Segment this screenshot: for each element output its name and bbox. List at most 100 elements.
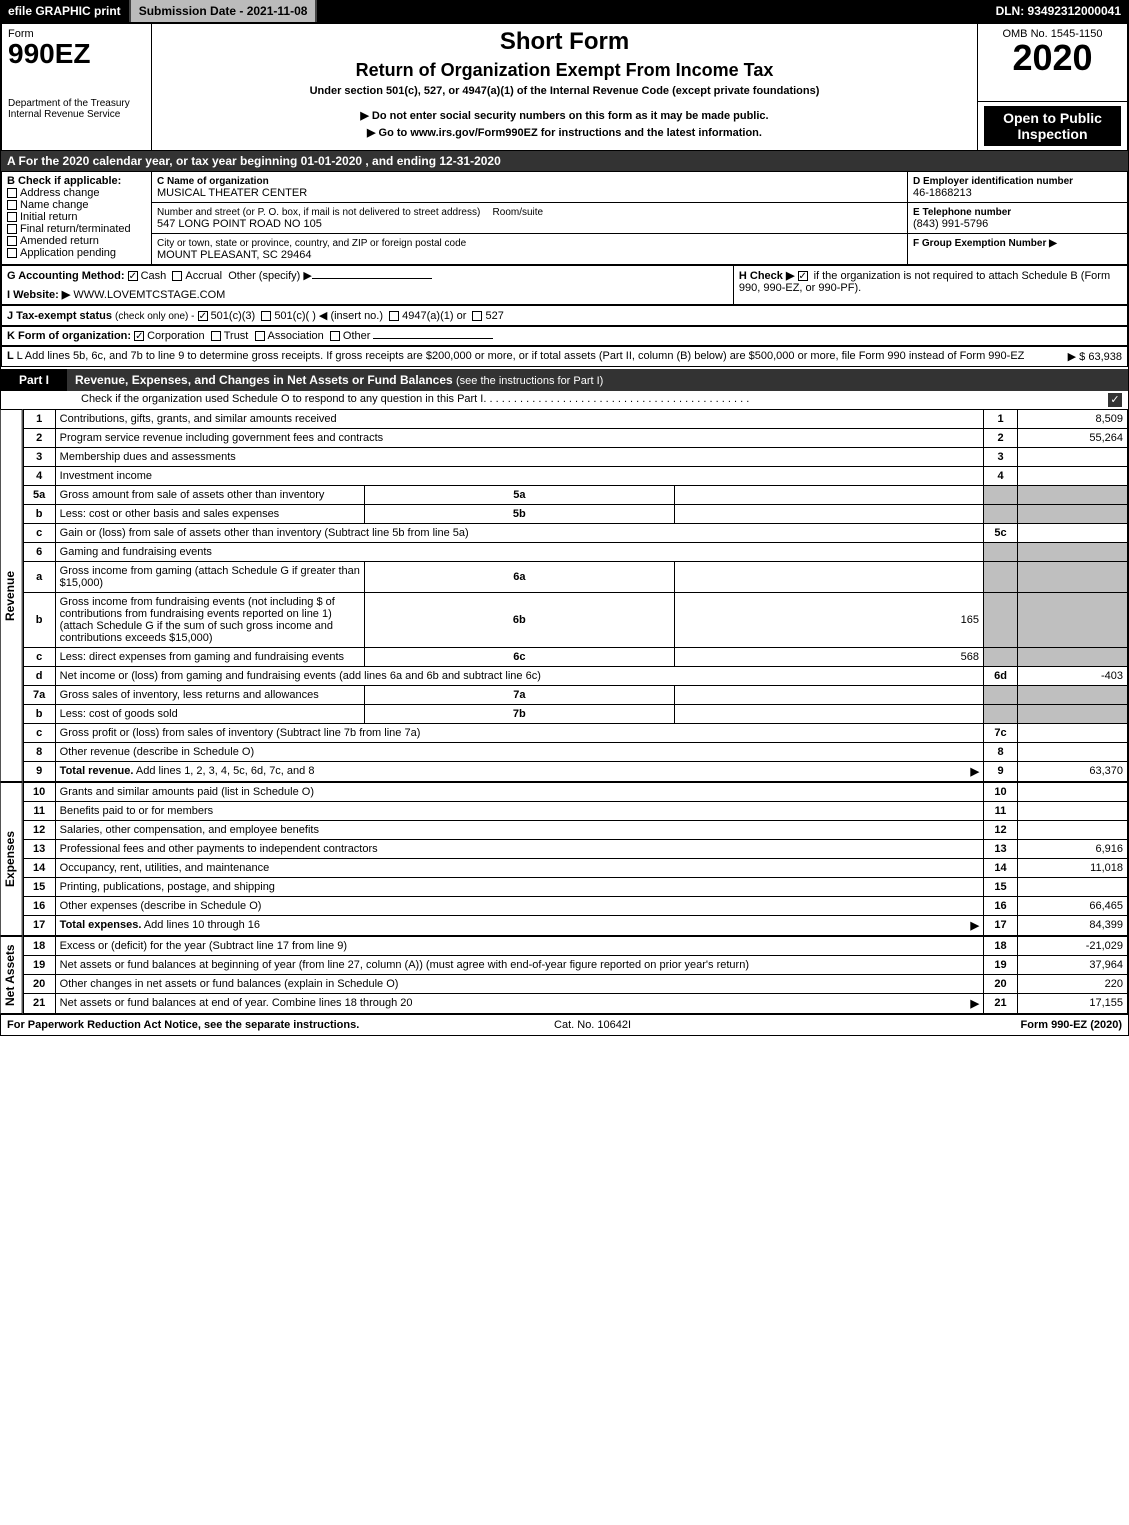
line-desc: Benefits paid to or for members [55,801,983,820]
line-number: 6 [23,542,55,561]
box-d-label: D Employer identification number [913,176,1073,187]
chk-schedule-o[interactable]: ✓ [1108,393,1122,407]
line-row: 2Program service revenue including gover… [23,428,1127,447]
line-desc: Gross income from gaming (attach Schedul… [55,561,364,592]
line-i-label: I Website: ▶ [7,289,70,301]
chk-final-return-terminated[interactable] [7,224,17,234]
line-desc: Total expenses. Add lines 10 through 16 … [55,915,983,935]
mid-value [674,561,983,592]
opt-corp: Corporation [147,330,204,342]
line-number: b [23,592,55,647]
chk-527[interactable] [472,311,482,321]
city-label: City or town, state or province, country… [157,238,466,249]
chk-cash[interactable] [128,271,138,281]
rnum-shade [984,561,1018,592]
mid-label: 5b [365,504,674,523]
right-line-number: 20 [984,974,1018,993]
line-row: bLess: cost or other basis and sales exp… [23,504,1127,523]
amt-shade [1018,592,1128,647]
amount [1018,782,1128,801]
right-line-number: 7c [984,723,1018,742]
right-line-number: 3 [984,447,1018,466]
chk-initial-return[interactable] [7,212,17,222]
line-l-text: L Add lines 5b, 6c, and 7b to line 9 to … [17,350,1025,362]
mid-label: 7b [365,704,674,723]
line-desc: Gross amount from sale of assets other t… [55,485,364,504]
right-line-number: 17 [984,915,1018,935]
chk-trust[interactable] [211,331,221,341]
mid-label: 6b [365,592,674,647]
amt-shade [1018,647,1128,666]
chk-4947[interactable] [389,311,399,321]
chk-corp[interactable] [134,331,144,341]
right-line-number: 1 [984,409,1018,428]
chk-name-change[interactable] [7,200,17,210]
goto-link[interactable]: Go to www.irs.gov/Form990EZ for instruct… [158,126,971,139]
line-number: 7a [23,685,55,704]
amt-shade [1018,542,1128,561]
amt-shade [1018,685,1128,704]
chk-application-pending[interactable] [7,248,17,258]
title-return: Return of Organization Exempt From Incom… [158,60,971,81]
dept-treasury: Department of the Treasury [8,98,145,109]
right-line-number: 6d [984,666,1018,685]
ssn-warning: Do not enter social security numbers on … [158,109,971,122]
box-b-item: Amended return [7,235,146,247]
chk-amended-return[interactable] [7,236,17,246]
right-line-number: 4 [984,466,1018,485]
chk-assoc[interactable] [255,331,265,341]
dln: DLN: 93492312000041 [988,0,1129,22]
side-netassets: Net Assets [1,936,23,1014]
line-row: 14Occupancy, rent, utilities, and mainte… [23,858,1127,877]
line-row: bGross income from fundraising events (n… [23,592,1127,647]
street-label: Number and street (or P. O. box, if mail… [157,207,480,218]
opt-4947: 4947(a)(1) or [402,310,466,322]
chk-other-org[interactable] [330,331,340,341]
line-h-text: if the organization is not required to a… [739,270,1110,294]
line-desc: Membership dues and assessments [55,447,983,466]
line-row: 10Grants and similar amounts paid (list … [23,782,1127,801]
open-to-public: Open to Public Inspection [984,106,1121,146]
part-i-title: Revenue, Expenses, and Changes in Net As… [75,373,453,387]
amount: 8,509 [1018,409,1128,428]
line-number: 2 [23,428,55,447]
chk-501c3[interactable] [198,311,208,321]
form-header: Form 990EZ Department of the Treasury In… [0,22,1129,1036]
chk-h[interactable] [798,271,808,281]
opt-501c3: 501(c)(3) [211,310,256,322]
chk-address-change[interactable] [7,188,17,198]
box-b-item: Initial return [7,211,146,223]
line-desc: Other revenue (describe in Schedule O) [55,742,983,761]
room-label: Room/suite [493,207,544,218]
website[interactable]: WWW.LOVEMTCSTAGE.COM [73,289,225,301]
line-number: 14 [23,858,55,877]
chk-accrual[interactable] [172,271,182,281]
line-number: 11 [23,801,55,820]
line-row: 9Total revenue. Add lines 1, 2, 3, 4, 5c… [23,761,1127,781]
rnum-shade [984,647,1018,666]
amount: 63,370 [1018,761,1128,781]
amount [1018,820,1128,839]
line-number: c [23,723,55,742]
line-number: 12 [23,820,55,839]
line-row: 13Professional fees and other payments t… [23,839,1127,858]
right-line-number: 18 [984,936,1018,955]
box-b-item: Application pending [7,247,146,259]
chk-501c[interactable] [261,311,271,321]
line-l-amount: ▶ $ 63,938 [1068,350,1122,363]
amount: 220 [1018,974,1128,993]
side-revenue: Revenue [1,409,23,782]
right-line-number: 10 [984,782,1018,801]
footer-right: Form 990-EZ (2020) [1021,1019,1122,1031]
amount: 84,399 [1018,915,1128,935]
amt-shade [1018,561,1128,592]
line-j-label: J Tax-exempt status [7,310,112,322]
opt-other: Other (specify) ▶ [228,270,312,282]
line-desc: Other expenses (describe in Schedule O) [55,896,983,915]
amount: -403 [1018,666,1128,685]
rnum-shade [984,542,1018,561]
line-desc: Gross sales of inventory, less returns a… [55,685,364,704]
amount [1018,523,1128,542]
mid-value: 568 [674,647,983,666]
line-desc: Program service revenue including govern… [55,428,983,447]
